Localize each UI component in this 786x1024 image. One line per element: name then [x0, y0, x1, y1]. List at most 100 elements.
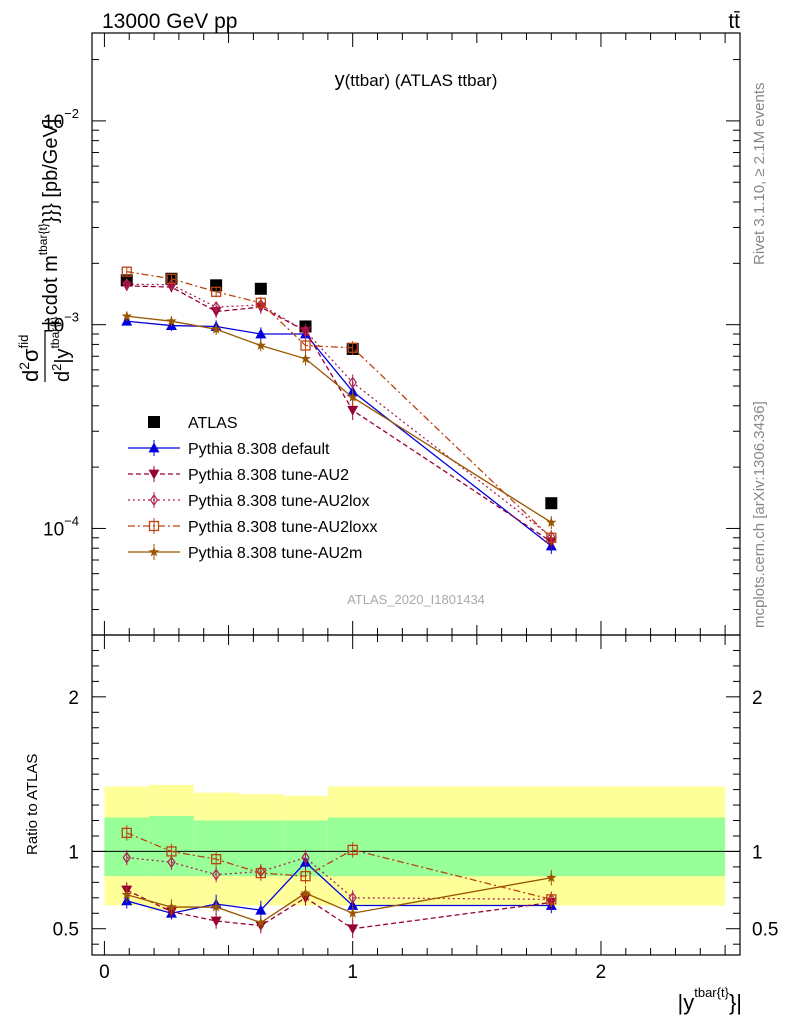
point-au2loxx [210, 286, 222, 297]
ylabel-tbar2: tbar{t} [36, 223, 50, 255]
x-tick-label: 2 [596, 962, 607, 983]
ratio-y-tick-label-left: 2 [68, 688, 79, 709]
legend-marker-default [148, 442, 160, 453]
watermark: ATLAS_2020_I1801434 [347, 592, 485, 607]
ratio-point-au2lox [348, 891, 357, 904]
legend-label-default: Pythia 8.308 default [188, 441, 330, 458]
point-au2loxx [121, 266, 132, 277]
ratio-point-au2loxx [300, 871, 311, 882]
point-au2m [300, 353, 311, 364]
ylabel-sigma: σ [18, 348, 43, 362]
x-tick-label: 1 [347, 962, 358, 983]
point-au2m [210, 323, 222, 334]
legend-marker-au2lox [149, 493, 159, 507]
ylabel-unit: }}} [pb/GeV] [40, 119, 62, 224]
ratio-point-au2loxx [210, 854, 222, 865]
point-atlas [254, 282, 267, 295]
ratio-point-au2m [546, 872, 557, 883]
point-au2loxx [255, 297, 266, 308]
ylabel-bar: | cdot m [40, 255, 62, 326]
point-au2loxx [166, 273, 177, 284]
ylabel-y: |y [52, 348, 74, 363]
ratio-point-au2m [121, 889, 132, 900]
y-tick-label-exp: −2 [64, 106, 79, 121]
point-au2loxx [546, 532, 557, 543]
y-tick-label-exp: −3 [64, 310, 79, 325]
ylabel-tbar: tbar{t} [48, 316, 62, 348]
main-title-rest: (ttbar) (ATLAS ttbar) [345, 71, 498, 90]
point-atlas [210, 279, 223, 292]
y-tick-label: 10−2 [43, 106, 79, 133]
ratio-point-default [255, 904, 267, 915]
y-tick-label: 10−3 [43, 310, 79, 337]
ratio-y-tick-label-right: 0.5 [752, 920, 778, 941]
side-mcplots-label: mcplots.cern.ch [arXiv:1306.3436] [751, 401, 768, 628]
series-line-default [126, 320, 552, 547]
legend: ATLAS Pythia 8.308 default Pythia 8.308 tu… [128, 415, 377, 562]
x-tick-label: 0 [99, 962, 110, 983]
main-panel: 10−210−310−4 y(ttbar) (ATLAS ttbar) ATLA… [16, 32, 741, 636]
ratio-point-au2loxx [347, 844, 358, 856]
legend-label-au2lox: Pythia 8.308 tune-AU2lox [188, 493, 369, 510]
ratio-y-tick-label-right: 1 [752, 842, 763, 863]
ratio-point-au2m [166, 901, 177, 912]
header-process-label: tt̄ [728, 10, 740, 33]
legend-label-au2m: Pythia 8.308 tune-AU2m [188, 545, 362, 562]
ratio-point-au2loxx [255, 867, 266, 879]
point-au2m [546, 517, 557, 527]
y-tick-label: 10−4 [43, 513, 79, 540]
main-title: y(ttbar) (ATLAS ttbar) [335, 69, 498, 91]
ratio-y-axis-label: Ratio to ATLAS [24, 754, 41, 855]
point-atlas [545, 497, 558, 510]
ratio-axis-ticks: 0.5 0.5 1 1 2 2 0 1 2 [53, 635, 778, 983]
point-au2m [166, 315, 177, 326]
point-au2lox [211, 301, 221, 314]
xlabel-sup: tbar{t} [694, 985, 729, 1000]
point-au2loxx [347, 342, 358, 353]
point-au2m [255, 340, 267, 350]
ylabel-sup1: 2 [16, 362, 32, 370]
legend-label-au2: Pythia 8.308 tune-AU2 [188, 467, 349, 484]
point-au2m [347, 391, 358, 402]
xlabel-end: }| [729, 990, 742, 1015]
y-tick-label-base: 10 [43, 112, 64, 133]
band-inner [327, 817, 726, 877]
point-au2lox [256, 298, 266, 311]
ylabel-d2: d [52, 371, 74, 382]
point-au2lox [301, 325, 310, 338]
svg-text:d2|ytbar{t}: d2|ytbar{t} [48, 316, 74, 382]
ratio-point-au2m [255, 917, 267, 927]
point-default [255, 328, 267, 339]
ratio-point-au2lox [122, 851, 131, 864]
point-au2loxx [300, 340, 311, 351]
ratio-point-au2lox [301, 851, 310, 864]
ratio-point-au2loxx [166, 846, 177, 857]
svg-text:| cdot mtbar{t}}}} [pb/GeV]: | cdot mtbar{t}}}} [pb/GeV] [36, 119, 62, 326]
point-au2lox [122, 278, 131, 291]
main-data-layer [120, 266, 558, 554]
main-axis-ticks: 10−210−310−4 [43, 33, 740, 636]
ratio-panel: 0.5 0.5 1 1 2 2 0 1 2 Ratio to ATLAS |ytbar{t}}| [24, 634, 778, 1015]
legend-marker-atlas [148, 416, 160, 428]
ratio-data-layer [121, 825, 557, 938]
ratio-uncertainty-bands [92, 784, 740, 911]
point-au2lox [348, 376, 357, 389]
ratio-point-au2loxx [546, 894, 557, 905]
legend-marker-au2m [148, 546, 160, 557]
header-energy-label: 13000 GeV pp [102, 10, 237, 33]
legend-label-au2loxx: Pythia 8.308 tune-AU2loxx [188, 519, 377, 536]
ratio-y-tick-label-right: 2 [752, 688, 763, 709]
ratio-point-au2m [347, 907, 358, 918]
side-rivet-label: Rivet 3.1.10, ≥ 2.1M events [751, 83, 768, 266]
ratio-point-au2 [347, 924, 359, 935]
ratio-point-au2m [210, 901, 222, 912]
ratio-point-au2m [300, 887, 311, 898]
ratio-x-axis-label: |ytbar{t}}| [678, 985, 742, 1015]
point-au2m [121, 310, 132, 321]
y-tick-label-base: 10 [43, 316, 64, 337]
ratio-frame [91, 634, 741, 956]
ylabel-fid: fid [16, 335, 31, 349]
ratio-point-au2lox [167, 856, 176, 869]
point-au2 [347, 405, 359, 416]
